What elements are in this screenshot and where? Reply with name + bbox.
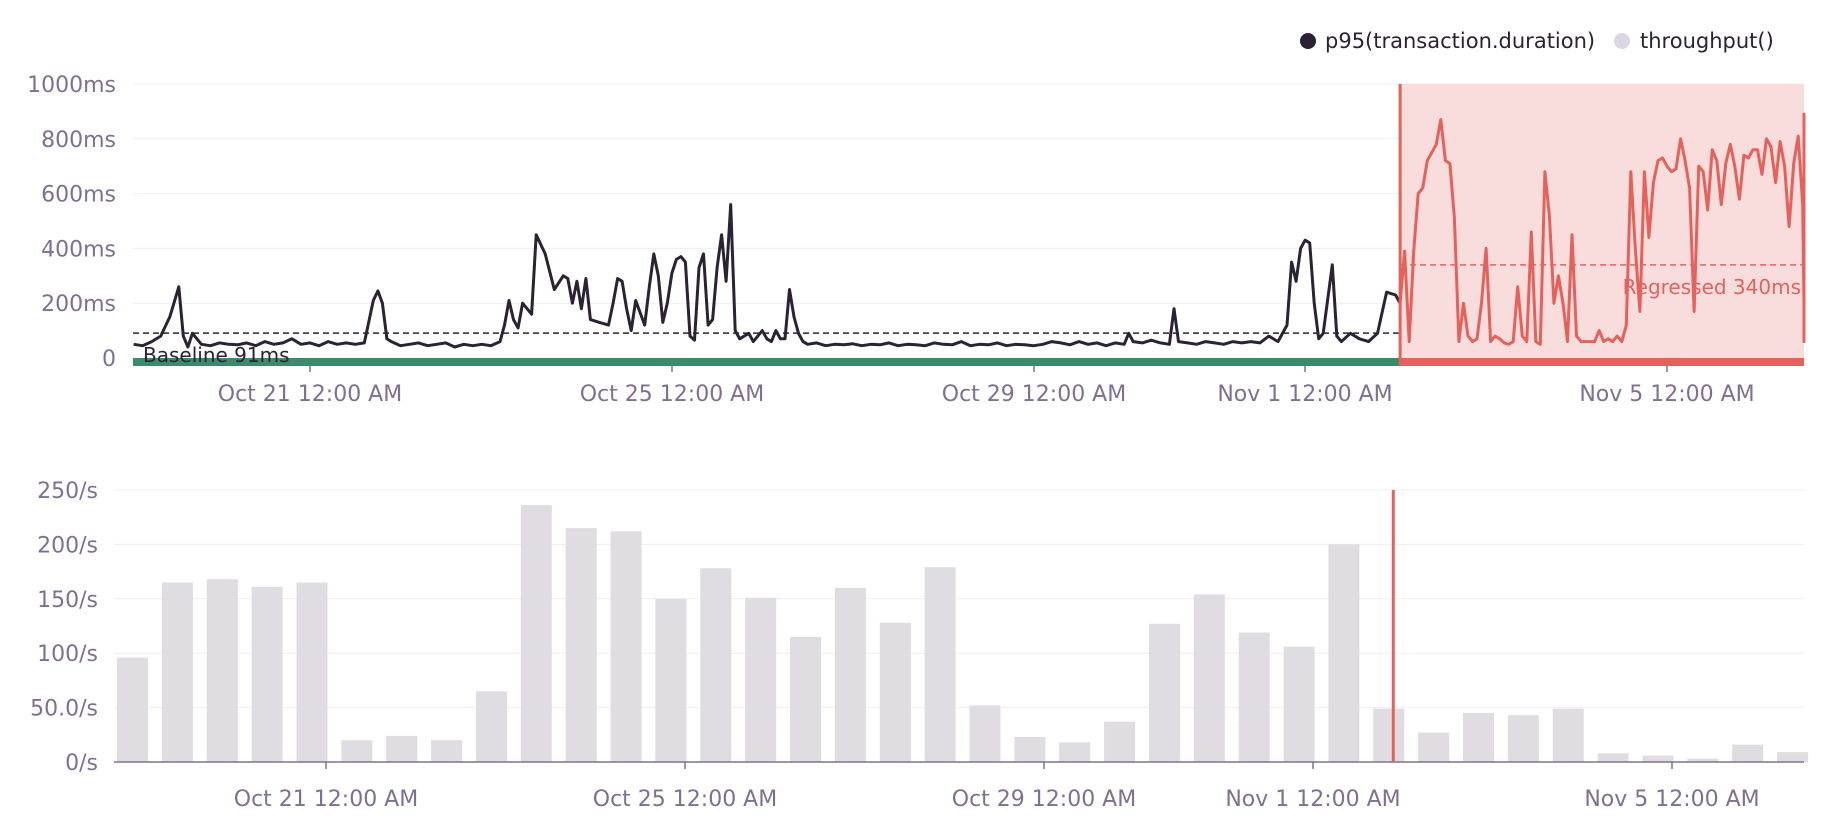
throughput-bar[interactable] (924, 567, 956, 762)
throughput-bar[interactable] (1238, 632, 1270, 763)
regression-bar (1400, 358, 1804, 366)
throughput-bar[interactable] (1149, 623, 1180, 762)
throughput-bar[interactable] (1463, 713, 1494, 762)
throughput-bar[interactable] (1777, 752, 1809, 762)
baseline-label: Baseline 91ms (143, 343, 290, 367)
throughput-bar[interactable] (1507, 715, 1539, 762)
p95-line-after[interactable] (1398, 112, 1806, 346)
throughput-bar[interactable] (565, 528, 597, 762)
duration-x-tick: Nov 5 12:00 AM (1579, 382, 1754, 407)
throughput-bar[interactable] (1059, 742, 1091, 762)
throughput-bar[interactable] (879, 622, 911, 762)
regressed-label: Regressed 340ms (1623, 275, 1801, 299)
throughput-bar[interactable] (386, 735, 418, 762)
throughput-bar[interactable] (1732, 744, 1764, 762)
throughput-bar[interactable] (1104, 721, 1136, 762)
throughput-x-axis: Oct 21 12:00 AM Oct 25 12:00 AM Oct 29 12:… (234, 762, 1760, 812)
duration-y-tick: 800ms (41, 128, 116, 153)
legend-label-p95[interactable]: p95(transaction.duration) (1325, 29, 1595, 53)
throughput-bar[interactable] (1687, 758, 1719, 762)
throughput-bar[interactable] (251, 586, 283, 762)
throughput-bar[interactable] (161, 582, 193, 763)
throughput-bar[interactable] (1193, 594, 1225, 762)
duration-x-tick: Oct 25 12:00 AM (580, 382, 764, 407)
duration-y-tick: 1000ms (27, 73, 116, 98)
throughput-x-tick: Oct 21 12:00 AM (234, 787, 418, 812)
duration-x-axis: Oct 21 12:00 AM Oct 25 12:00 AM Oct 29 12:… (218, 366, 1755, 407)
throughput-bar[interactable] (1552, 708, 1584, 762)
throughput-x-tick: Nov 5 12:00 AM (1584, 787, 1759, 812)
throughput-bar[interactable] (700, 568, 732, 762)
throughput-bar[interactable] (520, 505, 552, 762)
throughput-bar[interactable] (1014, 737, 1046, 762)
throughput-y-tick: 50.0/s (30, 697, 98, 722)
regression-region[interactable] (1400, 84, 1804, 358)
throughput-bar[interactable] (1373, 708, 1405, 762)
p95-line-before[interactable] (133, 203, 1402, 349)
throughput-y-tick: 200/s (37, 533, 98, 558)
duration-x-tick: Oct 21 12:00 AM (218, 382, 402, 407)
throughput-bars (117, 505, 1809, 763)
throughput-grid (114, 489, 1804, 763)
throughput-bar[interactable] (745, 597, 777, 762)
duration-y-tick: 0 (102, 347, 116, 372)
throughput-y-tick: 100/s (37, 642, 98, 667)
throughput-bar[interactable] (1597, 753, 1629, 762)
throughput-bar[interactable] (117, 657, 148, 762)
baseline-bar (133, 358, 1401, 366)
throughput-bar[interactable] (790, 636, 821, 762)
throughput-bar[interactable] (296, 582, 328, 763)
throughput-y-tick: 250/s (37, 479, 98, 504)
throughput-y-axis: 250/s 200/s 150/s 100/s 50.0/s 0/s (30, 479, 98, 776)
throughput-bar[interactable] (834, 587, 866, 762)
duration-x-tick: Nov 1 12:00 AM (1217, 382, 1392, 407)
throughput-bar[interactable] (1418, 732, 1450, 762)
throughput-bar[interactable] (655, 598, 687, 762)
throughput-x-tick: Oct 25 12:00 AM (593, 787, 777, 812)
throughput-bar[interactable] (341, 740, 373, 762)
duration-x-tick: Oct 29 12:00 AM (942, 382, 1126, 407)
throughput-bar[interactable] (1283, 646, 1315, 762)
throughput-bar[interactable] (476, 691, 507, 762)
throughput-bar[interactable] (610, 531, 642, 762)
throughput-bar[interactable] (206, 579, 238, 762)
throughput-bar[interactable] (1328, 544, 1360, 762)
throughput-bar[interactable] (969, 705, 1001, 762)
legend-marker-p95 (1300, 33, 1316, 49)
duration-chart: Baseline 91ms Regressed 340ms 1000ms 800m… (27, 73, 1806, 407)
throughput-bar[interactable] (1642, 755, 1674, 763)
legend-label-throughput[interactable]: throughput() (1640, 29, 1774, 53)
duration-y-tick: 600ms (41, 183, 116, 208)
throughput-y-tick: 150/s (37, 588, 98, 613)
throughput-x-tick: Oct 29 12:00 AM (952, 787, 1136, 812)
throughput-chart: 250/s 200/s 150/s 100/s 50.0/s 0/s Oct 21 12:… (30, 479, 1809, 812)
legend-marker-throughput (1614, 33, 1630, 49)
duration-y-axis: 1000ms 800ms 600ms 400ms 200ms 0 (27, 73, 116, 372)
duration-y-tick: 400ms (41, 237, 116, 262)
throughput-bar[interactable] (431, 740, 463, 762)
legend[interactable]: p95(transaction.duration) throughput() (1300, 29, 1774, 53)
duration-y-tick: 200ms (41, 292, 116, 317)
throughput-x-tick: Nov 1 12:00 AM (1225, 787, 1400, 812)
throughput-y-tick: 0/s (65, 751, 98, 776)
